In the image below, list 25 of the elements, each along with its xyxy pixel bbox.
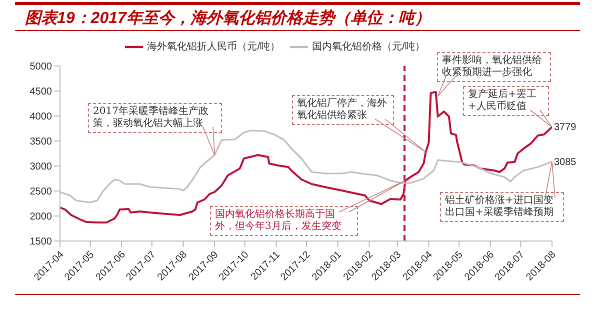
callout-box: 国内氧化铝价格长期高于国外，但今年3月后，发生突变: [210, 206, 358, 236]
chart-title: 图表19：2017年至今，海外氧化铝价格走势（单位：吨）: [25, 8, 430, 29]
annotation: 2017年采暖季错峰生产政策，驱动氧化铝大幅上涨: [93, 106, 208, 129]
legend-label: 海外氧化铝折人民币（元/吨）: [147, 42, 280, 53]
annotation: 铝土矿价格涨+进口国变出口国+采暖季错峰预期: [445, 195, 554, 218]
y-tick-label: 3000: [30, 162, 52, 173]
y-tick-label: 4500: [30, 86, 52, 98]
callout-box: 2017年采暖季错峰生产政策，驱动氧化铝大幅上涨: [88, 103, 222, 133]
y-tick-label: 2000: [30, 212, 52, 223]
y-tick-label: 3500: [30, 136, 52, 148]
callout-box: 氧化铝厂停产，海外氧化铝供给紧张: [292, 95, 394, 125]
callout-box: 复产延后+罢工+人民币贬值: [463, 86, 549, 116]
y-tick-label: 4000: [30, 112, 52, 123]
annotation: 复产延后+罢工+人民币贬值: [468, 89, 536, 112]
y-tick-label: 2500: [30, 186, 52, 198]
callout-box: 事件影响，氧化铝供给收紧预期进一步强化: [437, 52, 551, 82]
annotation: 事件影响，氧化铝供给收紧预期进一步强化: [442, 55, 542, 78]
legend-label: 国内氧化铝价格（元/吨）: [312, 42, 425, 53]
data-label: 3779: [554, 122, 577, 134]
annotation: 氧化铝厂停产，海外氧化铝供给紧张: [297, 98, 387, 121]
callout-box: 铝土矿价格涨+进口国变出口国+采暖季错峰预期: [440, 192, 564, 222]
y-tick-label: 5000: [30, 62, 52, 73]
data-label: 3085: [554, 156, 577, 168]
y-tick-label: 1500: [30, 236, 52, 248]
annotation: 国内氧化铝价格长期高于国外，但今年3月后，发生突变: [215, 209, 342, 232]
